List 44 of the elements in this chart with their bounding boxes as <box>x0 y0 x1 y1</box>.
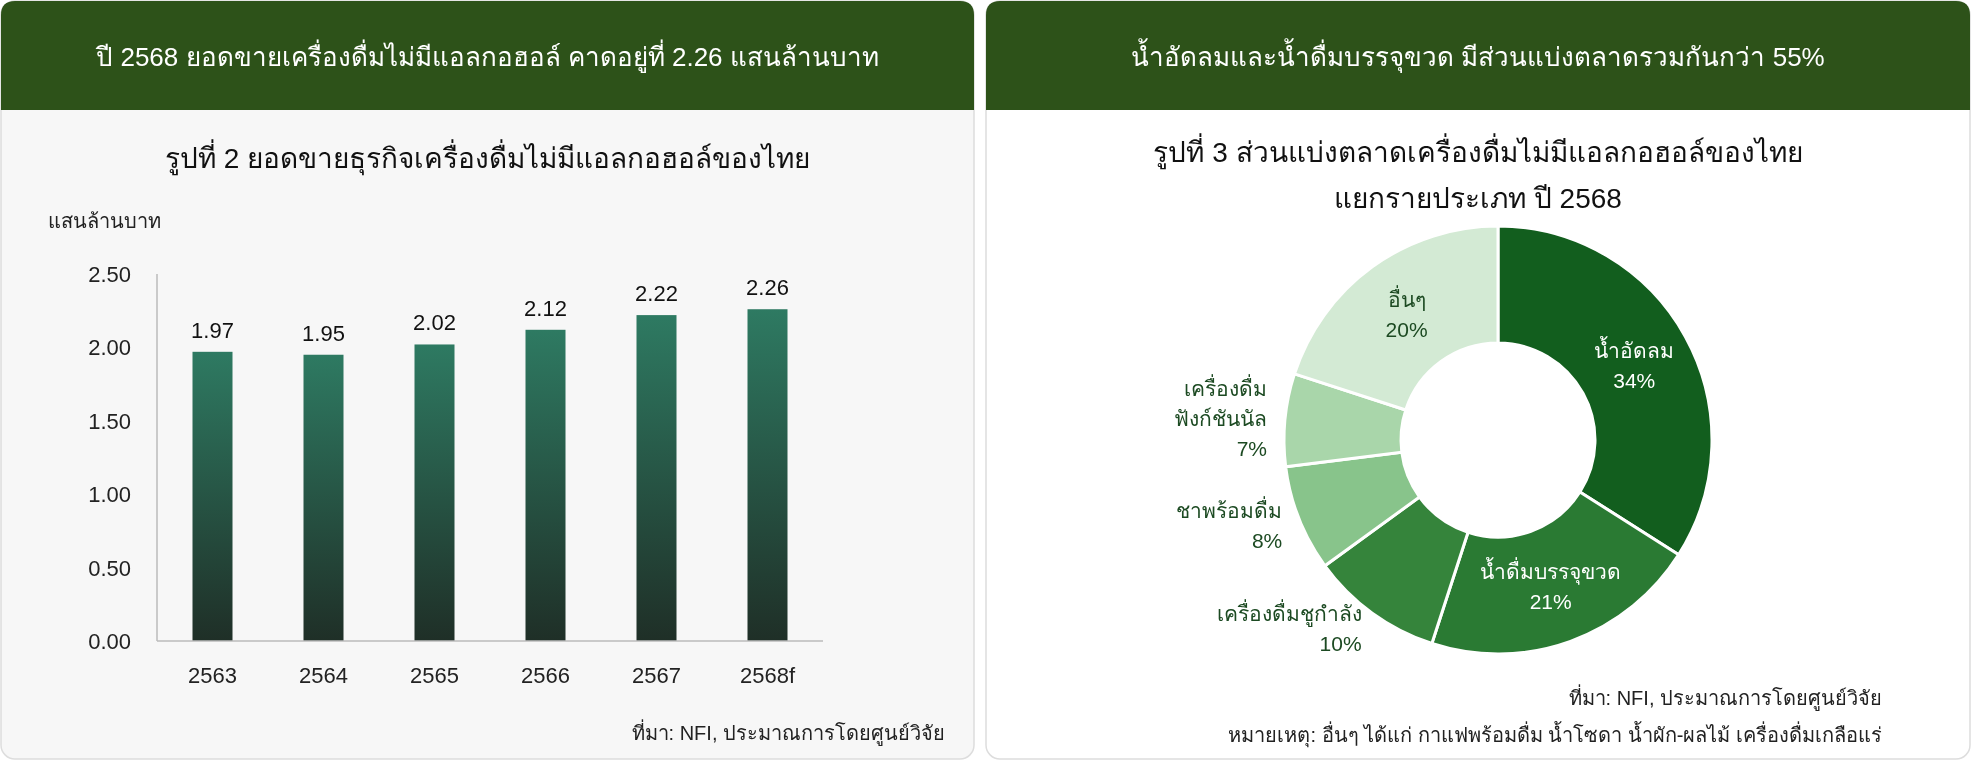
x-tick-label: 2564 <box>299 663 348 688</box>
bar <box>636 315 677 641</box>
bar <box>414 344 455 641</box>
slice-label: อื่นๆ <box>1387 285 1426 313</box>
y-tick-label: 1.00 <box>88 482 131 508</box>
y-axis-title: แสนล้านบาท <box>48 210 161 232</box>
data-label: 20% <box>1385 318 1428 342</box>
data-label: 1.95 <box>302 320 345 346</box>
bar <box>525 329 566 641</box>
slice-label: เครื่องดื่ม ฟังก์ชันนัล <box>1174 374 1268 431</box>
bar <box>303 354 344 641</box>
chart-title: ปี 2568 ยอดขายเครื่องดื่มไม่มีแอลกอฮอล์ คาดอยู่ที่ 2.26 แสนล้านบาท <box>95 39 879 73</box>
slice-label: น้ำดื่มบรรจุขวด <box>1480 557 1622 586</box>
chart-subtitle: รูปที่ 3 ส่วนแบ่งตลาดเครื่องดื่มไม่มีแอลกอฮอล์ของไทย แยกรายประเภท ปี 2568 <box>1153 133 1803 214</box>
data-label: 1.97 <box>191 317 234 343</box>
chart-title: น้ำอัดลมและน้ำดื่มบรรจุขวด มีส่วนแบ่งตลาดรวมกันกว่า 55% <box>1131 38 1825 73</box>
x-tick-label: 2563 <box>188 663 237 688</box>
data-label: 8% <box>1251 529 1283 553</box>
data-label: 21% <box>1529 590 1572 614</box>
y-tick-label: 0.50 <box>88 555 131 581</box>
text: หมายเหตุ: อื่นๆ ได้แก่ กาแฟพร้อมดื่ม น้ำโซดา น้ำผัก-ผลไม้ เครื่องดื่มเกลือแร่ <box>1228 721 1882 748</box>
y-tick-label: 1.50 <box>88 408 131 434</box>
data-label: 2.26 <box>746 275 789 301</box>
slice-label: เครื่องดื่มชูกำลัง <box>1216 598 1362 627</box>
data-label: 2.22 <box>635 281 678 307</box>
text: ที่มา: NFI, ประมาณการโดยศูนย์วิจัย <box>631 719 945 746</box>
slice-label: ชาพร้อมดื่ม <box>1176 496 1283 523</box>
bar <box>192 351 233 641</box>
x-tick-label: 2567 <box>632 663 681 688</box>
data-label: 2.02 <box>413 310 456 336</box>
data-label: 34% <box>1613 369 1656 393</box>
y-tick-label: 2.50 <box>88 262 131 287</box>
x-tick-label: 2568f <box>739 663 796 688</box>
data-label: 10% <box>1319 631 1362 655</box>
y-tick-label: 2.00 <box>88 335 131 361</box>
data-label: 7% <box>1236 437 1268 461</box>
slice-label: น้ำอัดลม <box>1594 336 1675 363</box>
text: ที่มา: NFI, ประมาณการโดยศูนย์วิจัย <box>1568 684 1882 711</box>
chart-subtitle: รูปที่ 2 ยอดขายธุรกิจเครื่องดื่มไม่มีแอลกอฮอล์ของไทย <box>164 139 811 176</box>
x-tick-label: 2565 <box>410 663 459 688</box>
x-tick-label: 2566 <box>521 663 570 688</box>
y-tick-label: 0.00 <box>88 629 131 654</box>
data-label: 2.12 <box>524 295 567 321</box>
bar <box>747 309 788 641</box>
